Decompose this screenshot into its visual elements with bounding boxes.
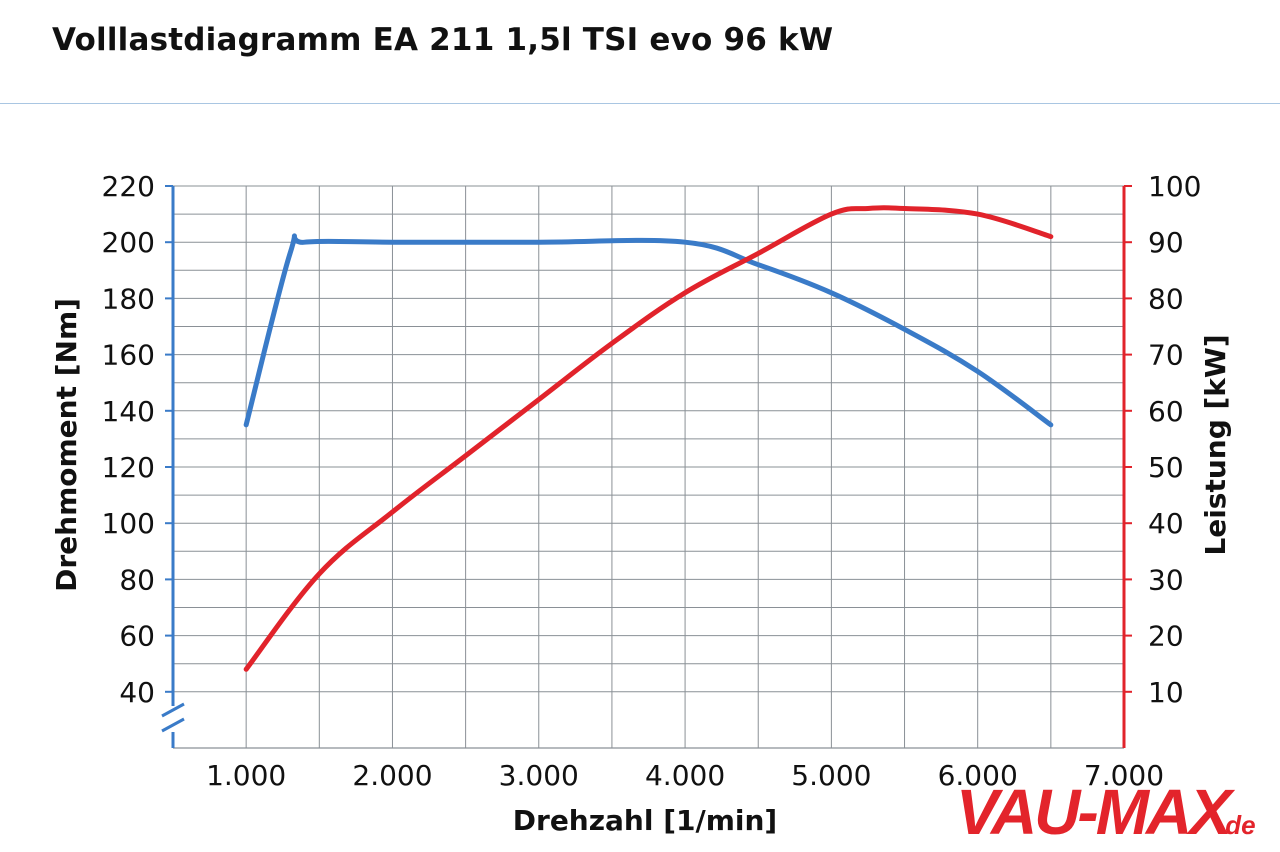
y2-tick-label: 90 (1148, 226, 1184, 259)
logo-text: VAU-MAX (956, 780, 1235, 842)
logo-suffix: .de (1218, 810, 1256, 840)
y2-tick-label: 70 (1148, 339, 1184, 372)
x-tick-label: 6.000 (938, 759, 1018, 792)
y-tick-label: 60 (119, 620, 155, 653)
y2-tick-label: 100 (1148, 170, 1201, 203)
y2-tick-label: 80 (1148, 282, 1184, 315)
y-tick-label: 140 (102, 395, 155, 428)
x-tick-label: 3.000 (499, 759, 579, 792)
vau-max-logo: VAU-MAX .de (956, 780, 1256, 842)
x-tick-label: 7.000 (1084, 759, 1164, 792)
y2-tick-label: 40 (1148, 507, 1184, 540)
y-tick-label: 180 (102, 282, 155, 315)
y-tick-label: 220 (102, 170, 155, 203)
series-lines (243, 205, 1054, 672)
y-tick-label: 120 (102, 451, 155, 484)
x-tick-label: 1.000 (206, 759, 286, 792)
y2-axis-label: Leistung [kW] (1199, 334, 1232, 555)
y-axis-label: Drehmoment [Nm] (50, 298, 83, 592)
axes: 40 60 80 100 120 140 160 180 200 220 10 20 30 40 50 60 7… (102, 170, 1202, 792)
y-tick-label: 160 (102, 339, 155, 372)
y2-tick-label: 60 (1148, 395, 1184, 428)
y2-tick-label: 30 (1148, 563, 1184, 596)
x-tick-label: 4.000 (645, 759, 725, 792)
power-curve (243, 205, 1054, 672)
axis-break-mark (161, 702, 185, 718)
y-tick-label: 100 (102, 507, 155, 540)
x-axis-label: Drehzahl [1/min] (513, 804, 777, 837)
title-divider (0, 103, 1280, 104)
y-tick-label: 200 (102, 226, 155, 259)
chart-title: Volllastdiagramm EA 211 1,5l TSI evo 96 … (52, 22, 834, 58)
y-tick-label: 80 (119, 563, 155, 596)
y2-tick-label: 50 (1148, 451, 1184, 484)
axis-labels: Drehzahl [1/min] Drehmoment [Nm] Leistun… (50, 298, 1232, 837)
axis-break-mark (161, 717, 185, 733)
y2-tick-label: 20 (1148, 620, 1184, 653)
grid (173, 185, 1125, 749)
x-tick-label: 5.000 (791, 759, 871, 792)
y-tick-label: 40 (119, 676, 155, 709)
x-tick-label: 2.000 (352, 759, 432, 792)
y2-tick-label: 10 (1148, 676, 1184, 709)
torque-curve (243, 233, 1054, 428)
